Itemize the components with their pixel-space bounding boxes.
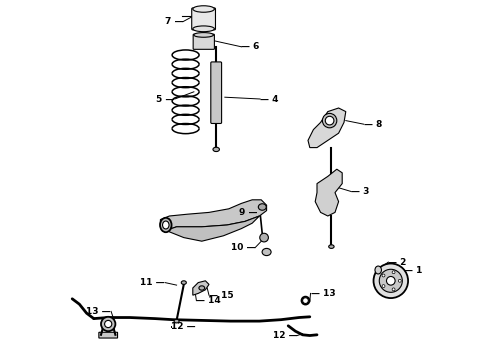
Ellipse shape [181,281,186,284]
Circle shape [379,269,402,292]
Ellipse shape [301,297,310,305]
Ellipse shape [375,266,381,274]
Polygon shape [308,108,346,148]
Ellipse shape [213,147,220,152]
Circle shape [387,276,395,285]
Text: 11 —: 11 — [141,278,165,287]
Text: — 14: — 14 [196,296,221,305]
Text: 12 —: 12 — [272,331,297,340]
Text: 13 —: 13 — [86,307,111,316]
Circle shape [325,116,334,125]
Ellipse shape [322,113,337,128]
Text: 12 —: 12 — [171,323,196,331]
Ellipse shape [193,26,215,32]
Circle shape [101,317,116,331]
Text: — 15: — 15 [209,291,234,300]
Polygon shape [166,216,259,241]
Text: 7 —: 7 — [165,17,183,26]
Ellipse shape [329,245,334,248]
Ellipse shape [160,218,172,232]
Ellipse shape [262,248,271,256]
Text: — 2: — 2 [388,258,407,266]
FancyBboxPatch shape [192,8,216,30]
Circle shape [104,320,112,328]
FancyBboxPatch shape [211,62,221,123]
Text: — 13: — 13 [311,289,335,298]
Text: — 8: — 8 [364,120,382,129]
Text: — 4: — 4 [260,95,279,104]
Circle shape [382,285,385,288]
Polygon shape [315,169,342,216]
Ellipse shape [174,319,179,323]
Circle shape [373,264,408,298]
Polygon shape [193,281,209,295]
Ellipse shape [258,204,266,210]
Text: — 3: — 3 [351,187,369,196]
Text: — 6: — 6 [242,42,260,51]
Ellipse shape [193,6,215,12]
Circle shape [260,233,269,242]
Circle shape [392,288,395,291]
Ellipse shape [199,286,205,290]
Text: 9 —: 9 — [239,208,258,217]
Text: 10 —: 10 — [231,243,255,252]
Text: — 1: — 1 [404,266,423,275]
Circle shape [392,271,395,274]
Circle shape [398,279,401,282]
Text: 5 —: 5 — [156,95,175,104]
Ellipse shape [194,33,214,37]
Circle shape [303,298,308,303]
Circle shape [382,274,385,277]
Polygon shape [160,200,267,230]
FancyBboxPatch shape [99,332,118,338]
Ellipse shape [163,221,169,229]
FancyBboxPatch shape [193,34,215,49]
